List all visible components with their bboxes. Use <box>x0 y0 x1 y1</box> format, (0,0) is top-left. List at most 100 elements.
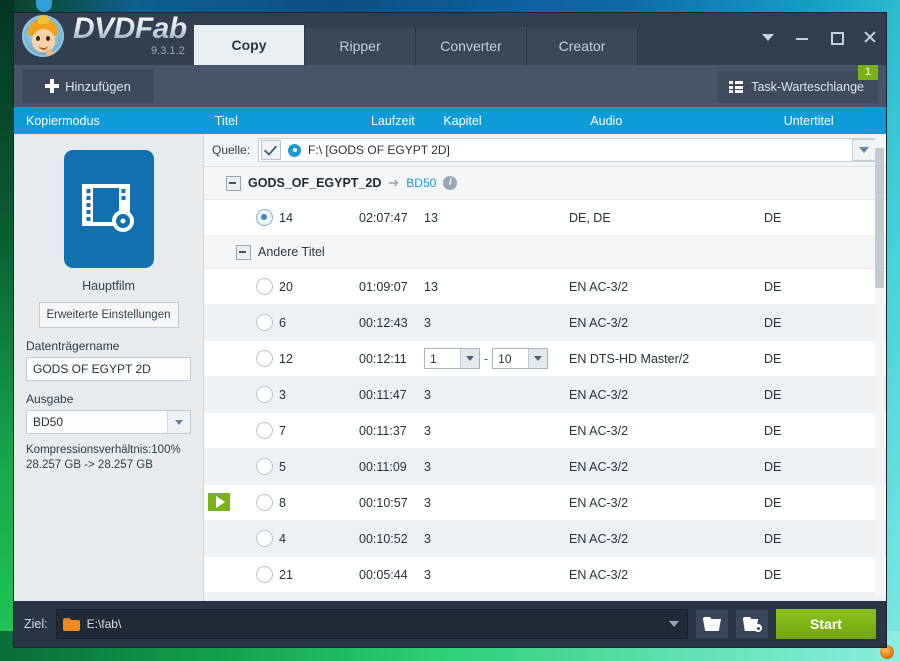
output-select-value[interactable] <box>26 410 191 434</box>
column-header-audio[interactable]: Audio <box>590 113 623 128</box>
source-box[interactable]: F:\ [GODS OF EGYPT 2D] <box>258 138 878 162</box>
chevron-down-icon[interactable] <box>669 621 679 627</box>
add-button[interactable]: Hinzufügen <box>22 69 154 103</box>
window-controls <box>760 29 878 45</box>
table-row[interactable]: 20 01:09:07 13 EN AC-3/2 DE <box>204 269 886 305</box>
chapter-from-value: 1 <box>430 351 437 366</box>
desktop-cursor-dot <box>880 645 894 659</box>
table-row[interactable]: 5 00:11:09 3 EN AC-3/2 DE <box>204 449 886 485</box>
task-queue-label: Task-Warteschlange <box>751 80 864 94</box>
group-row-other-titles[interactable]: Andere Titel <box>204 236 886 269</box>
tab-ripper[interactable]: Ripper <box>305 27 416 65</box>
row-radio-button[interactable] <box>256 278 273 295</box>
row-chapter-cell: 3 <box>424 531 431 546</box>
tab-copy[interactable]: Copy <box>194 25 305 65</box>
table-row[interactable]: 8 00:10:57 3 EN AC-3/2 DE <box>204 485 886 521</box>
column-header-subtitle[interactable]: Untertitel <box>783 113 834 128</box>
row-title-text: 6 <box>279 315 286 330</box>
table-row[interactable]: 14 02:07:47 13 DE, DE DE <box>204 200 886 236</box>
row-subtitle-cell: DE <box>764 567 782 582</box>
row-runtime-cell: 00:12:11 <box>359 351 407 366</box>
chapter-to-value: 10 <box>498 351 512 366</box>
row-chapter-cell: 3 <box>424 495 431 510</box>
table-row-partial[interactable] <box>204 593 886 601</box>
film-disc-icon <box>81 184 134 232</box>
row-radio-button[interactable] <box>256 386 273 403</box>
chevron-down-icon[interactable] <box>460 349 479 368</box>
row-subtitle-cell: DE <box>764 210 782 225</box>
info-icon[interactable]: i <box>443 176 458 190</box>
row-title-text: 5 <box>279 459 286 474</box>
row-audio-cell: EN AC-3/2 <box>569 495 629 510</box>
row-chapter-cell: 3 <box>424 423 431 438</box>
row-radio-button[interactable] <box>256 458 273 475</box>
group-row-main-title[interactable]: GODS_OF_EGYPT_2D ➔ BD50 i <box>204 167 886 200</box>
group-title-name: GODS_OF_EGYPT_2D <box>248 176 382 190</box>
column-header-chapter[interactable]: Kapitel <box>443 113 482 128</box>
size-estimate-text: 28.257 GB -> 28.257 GB <box>26 459 153 471</box>
chapter-from-select[interactable]: 1 <box>424 348 480 369</box>
row-title-text: 20 <box>279 279 293 294</box>
group-output-format[interactable]: BD50 <box>406 176 437 190</box>
table-row[interactable]: 4 00:10:52 3 EN AC-3/2 DE <box>204 521 886 557</box>
volume-name-input[interactable] <box>26 357 191 381</box>
row-radio-button[interactable] <box>256 314 273 331</box>
chapter-to-select[interactable]: 10 <box>492 348 549 369</box>
advanced-settings-button[interactable]: Erweiterte Einstellungen <box>38 302 179 328</box>
column-header-title[interactable]: Titel <box>214 113 238 128</box>
row-radio-button[interactable] <box>256 209 273 226</box>
collapse-minus-box-icon[interactable] <box>236 244 251 260</box>
checkbox-checked-icon[interactable] <box>261 140 282 160</box>
row-runtime-cell: 02:07:47 <box>359 210 408 225</box>
row-title-text: 21 <box>279 567 293 582</box>
start-button[interactable]: Start <box>776 609 876 639</box>
volume-name-label: Datenträgername <box>26 339 120 353</box>
browse-disc-button[interactable] <box>736 610 768 638</box>
row-radio-button[interactable] <box>256 350 273 367</box>
titles-scrollbar-track[interactable] <box>875 138 884 597</box>
task-queue-badge: 1 <box>858 65 878 80</box>
row-subtitle-cell: DE <box>764 459 782 474</box>
chevron-down-icon[interactable] <box>167 411 190 433</box>
row-radio-button[interactable] <box>256 530 273 547</box>
row-runtime-cell: 00:10:57 <box>359 495 408 510</box>
row-title-cell: 5 <box>204 458 359 475</box>
column-header-runtime[interactable]: Laufzeit <box>370 113 415 128</box>
row-subtitle-cell: DE <box>764 315 782 330</box>
app-logo: DVDFab 9.3.1.2 <box>14 14 194 65</box>
titles-scrollbar-thumb[interactable] <box>875 148 884 288</box>
chapter-range-dash: - <box>484 351 489 366</box>
row-title-text: 12 <box>279 351 293 366</box>
output-label: Ausgabe <box>26 392 74 406</box>
column-header-mode: Kopiermodus <box>26 113 100 128</box>
titles-list: 20 01:09:07 13 EN AC-3/2 DE 6 00:12:43 3… <box>204 269 886 601</box>
row-radio-button[interactable] <box>256 566 273 583</box>
desktop-top-accent <box>36 0 52 12</box>
output-select[interactable] <box>26 410 191 434</box>
tab-converter[interactable]: Converter <box>416 27 527 65</box>
tab-creator[interactable]: Creator <box>527 27 638 65</box>
table-row[interactable]: 7 00:11:37 3 EN AC-3/2 DE <box>204 413 886 449</box>
maximize-icon[interactable] <box>828 29 844 45</box>
row-title-cell: 12 <box>204 350 359 367</box>
row-radio-button[interactable] <box>256 494 273 511</box>
minimize-icon[interactable] <box>794 29 810 45</box>
collapse-minus-box-icon[interactable] <box>226 175 241 191</box>
copy-mode-tile[interactable] <box>63 150 154 268</box>
table-row[interactable]: 3 00:11:47 3 EN AC-3/2 DE <box>204 377 886 413</box>
row-title-text: 8 <box>279 495 286 510</box>
close-icon[interactable] <box>862 29 878 45</box>
table-row[interactable]: 21 00:05:44 3 EN AC-3/2 DE <box>204 557 886 593</box>
table-row[interactable]: 12 00:12:11 1 - 10 EN DT <box>204 341 886 377</box>
source-dropdown-chevron-down-icon[interactable] <box>852 139 876 161</box>
arrow-right-icon: ➔ <box>388 175 400 190</box>
folder-icon <box>62 617 80 631</box>
browse-folder-button[interactable] <box>696 610 728 638</box>
chevron-down-icon[interactable] <box>528 349 548 368</box>
target-path-select[interactable]: E:\fab\ <box>55 609 688 639</box>
task-queue-button[interactable]: Task-Warteschlange 1 <box>717 65 878 103</box>
row-radio-button[interactable] <box>256 422 273 439</box>
play-preview-button[interactable] <box>208 493 230 511</box>
chevron-down-icon[interactable] <box>760 29 776 45</box>
table-row[interactable]: 6 00:12:43 3 EN AC-3/2 DE <box>204 305 886 341</box>
